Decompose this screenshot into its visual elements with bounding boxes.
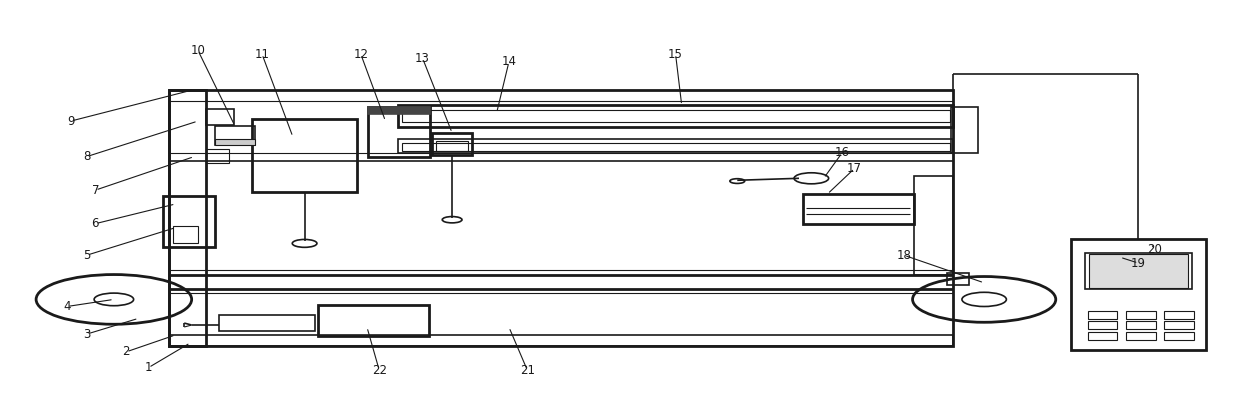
Text: 1: 1 [145, 361, 153, 374]
Bar [170, 101, 954, 153]
Bar [1087, 311, 1117, 319]
Text: 13: 13 [415, 52, 430, 64]
Bar [218, 315, 315, 331]
Bar [1126, 311, 1156, 319]
Bar [402, 110, 950, 122]
Bar [317, 304, 429, 336]
Bar [215, 126, 254, 145]
Bar [802, 194, 914, 224]
Bar [170, 90, 954, 346]
Bar [1070, 240, 1207, 350]
Bar [914, 176, 954, 275]
Bar [368, 107, 430, 114]
Text: 16: 16 [835, 146, 849, 159]
Text: 22: 22 [372, 364, 387, 377]
Bar [1087, 332, 1117, 340]
Bar [1164, 322, 1194, 329]
Text: 6: 6 [92, 217, 99, 230]
Bar [1089, 254, 1188, 288]
Bar [1126, 332, 1156, 340]
Bar [1164, 332, 1194, 340]
Bar [170, 90, 207, 346]
Text: 18: 18 [897, 249, 911, 262]
Bar [436, 141, 469, 151]
Text: 19: 19 [1131, 257, 1146, 270]
Bar [1126, 322, 1156, 329]
Bar [398, 105, 954, 127]
Bar [174, 226, 198, 243]
Bar [402, 143, 950, 151]
Text: 10: 10 [191, 44, 206, 57]
Text: 17: 17 [847, 162, 862, 175]
Bar [1085, 253, 1192, 289]
Bar [1164, 311, 1194, 319]
Text: 5: 5 [83, 249, 91, 262]
Bar [947, 273, 970, 285]
Bar [207, 149, 228, 162]
Text: 15: 15 [668, 48, 683, 60]
Text: 4: 4 [63, 300, 71, 313]
Bar [215, 139, 254, 145]
Text: 3: 3 [83, 328, 91, 341]
Bar [433, 133, 472, 155]
Bar [170, 335, 954, 346]
Bar [951, 107, 978, 153]
Text: 12: 12 [353, 48, 368, 60]
Bar [164, 196, 215, 247]
Text: 11: 11 [254, 48, 269, 60]
Text: 9: 9 [67, 115, 74, 128]
Bar [1087, 322, 1117, 329]
Text: 20: 20 [1147, 243, 1162, 256]
Bar [368, 107, 430, 157]
Text: 14: 14 [501, 56, 516, 68]
Text: 7: 7 [92, 184, 99, 197]
Bar [398, 139, 954, 153]
Text: 2: 2 [123, 345, 130, 358]
Text: 8: 8 [83, 150, 91, 163]
Text: 21: 21 [520, 364, 534, 377]
Bar [252, 119, 357, 192]
Bar [207, 109, 233, 125]
